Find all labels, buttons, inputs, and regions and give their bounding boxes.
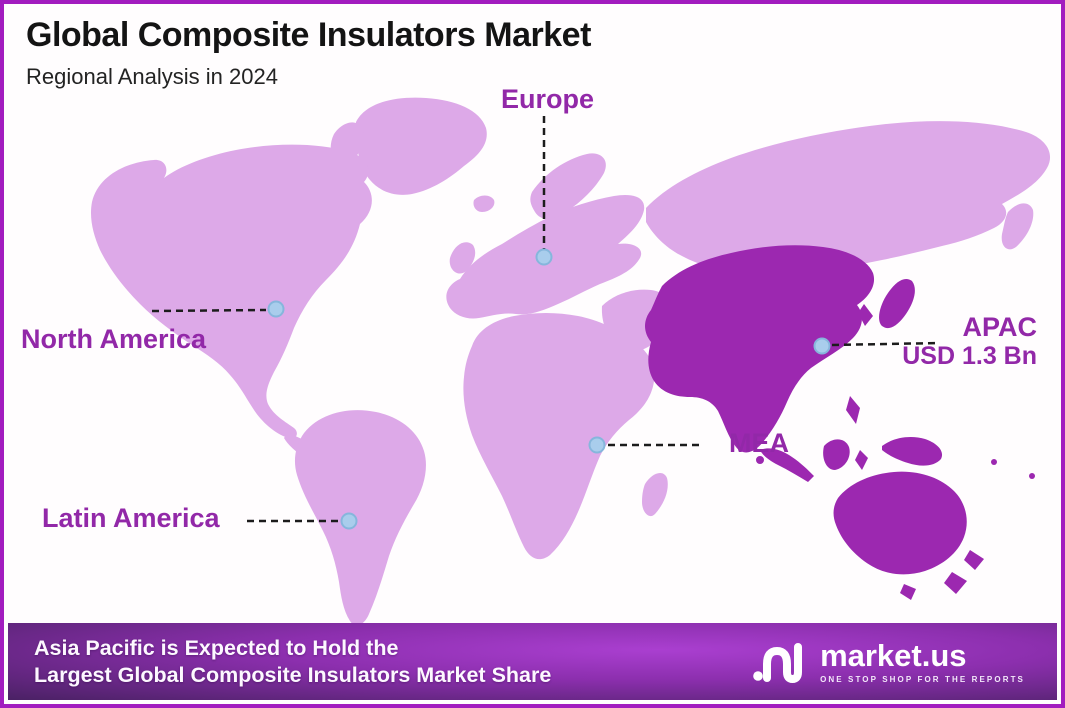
world-map — [90, 97, 1051, 626]
region-apac-mainland — [645, 245, 875, 453]
region-scandinavia — [530, 153, 606, 219]
map-marker-latin-america — [340, 512, 358, 530]
continent-north-america — [90, 144, 372, 439]
region-label-europe: Europe — [501, 84, 595, 114]
island-new-zealand-north — [964, 550, 984, 570]
continent-australia — [833, 471, 967, 575]
brand-name: market.us — [820, 637, 967, 673]
footer-headline: Asia Pacific is Expected to Hold the Lar… — [34, 635, 551, 689]
island-new-guinea — [882, 437, 943, 466]
island-tasmania — [900, 584, 916, 600]
region-label-north-america: North America — [21, 324, 207, 354]
island-sumatra-java — [760, 448, 814, 482]
leader-line-apac — [831, 341, 941, 347]
page-subtitle: Regional Analysis in 2024 — [26, 64, 278, 89]
region-russia — [646, 121, 1051, 274]
island-japan — [879, 278, 915, 329]
map-marker-mea — [588, 436, 606, 454]
map-marker-apac — [813, 337, 831, 355]
region-korea — [858, 304, 873, 326]
market-us-logo-icon — [753, 642, 803, 683]
continent-greenland — [355, 97, 487, 195]
island-pacific-1 — [991, 459, 997, 465]
island-uk — [449, 242, 476, 274]
island-madagascar — [642, 473, 668, 517]
footer-headline-line2: Largest Global Composite Insulators Mark… — [34, 662, 552, 687]
footer-banner: Asia Pacific is Expected to Hold the Lar… — [8, 623, 1057, 700]
region-label-mea: MEA — [729, 428, 789, 458]
island-borneo — [823, 439, 850, 470]
region-value-apac: USD 1.3 Bn — [902, 342, 1037, 370]
island-iceland — [473, 195, 495, 212]
region-label-apac: APAC USD 1.3 Bn — [902, 313, 1037, 371]
island-new-zealand-south — [944, 572, 967, 594]
region-label-apac-name: APAC — [962, 312, 1037, 342]
region-kamchatka — [1001, 203, 1034, 250]
island-sulawesi — [855, 450, 868, 470]
brand-tagline: ONE STOP SHOP FOR THE REPORTS — [820, 674, 1025, 684]
map-marker-north-america — [267, 300, 285, 318]
map-marker-europe — [535, 248, 553, 266]
island-pacific-2 — [1029, 473, 1035, 479]
page-title: Global Composite Insulators Market — [26, 16, 591, 54]
footer-headline-line1: Asia Pacific is Expected to Hold the — [34, 635, 399, 660]
continent-south-america — [294, 410, 426, 626]
brand-logo: market.us ONE STOP SHOP FOR THE REPORTS — [752, 638, 1025, 686]
brand-words: market.us ONE STOP SHOP FOR THE REPORTS — [820, 640, 1025, 684]
region-label-latin-america: Latin America — [42, 503, 220, 533]
island-philippines — [846, 396, 860, 424]
island-sri-lanka — [756, 456, 764, 464]
continent-africa — [463, 313, 655, 560]
